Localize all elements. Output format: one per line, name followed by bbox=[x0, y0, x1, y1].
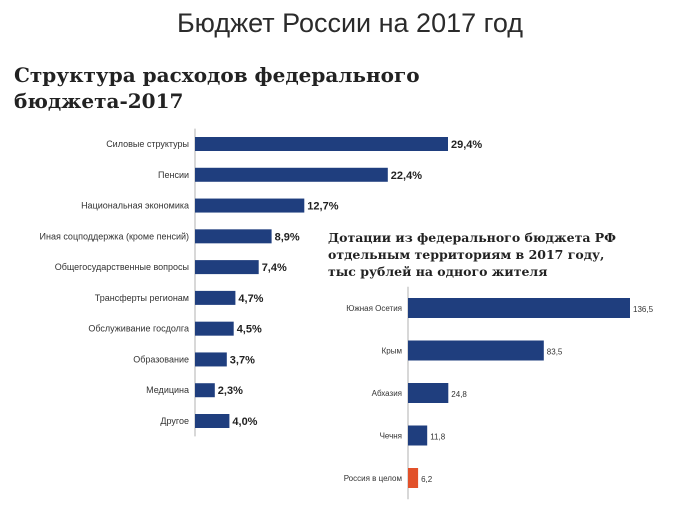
bar bbox=[408, 298, 630, 318]
category-label: Образование bbox=[133, 354, 189, 364]
category-label: Общегосударственные вопросы bbox=[55, 262, 189, 272]
bar bbox=[195, 137, 448, 151]
category-label: Россия в целом bbox=[344, 474, 402, 483]
value-label: 29,4% bbox=[451, 139, 482, 151]
category-label: Иная соцподдержка (кроме пенсий) bbox=[40, 231, 189, 241]
bar bbox=[195, 198, 305, 213]
value-label: 83,5 bbox=[547, 348, 563, 357]
page-title: Бюджет России на 2017 год bbox=[176, 8, 524, 38]
category-label: Чечня bbox=[380, 432, 402, 441]
bar bbox=[195, 383, 215, 398]
chart1-title: Структура расходов федерального бюджета-… bbox=[14, 62, 494, 114]
bar bbox=[195, 229, 272, 244]
value-label: 24,8 bbox=[451, 390, 467, 399]
chart1-title-line: бюджета-2017 bbox=[14, 89, 184, 113]
bar bbox=[195, 321, 234, 336]
value-label: 136,5 bbox=[633, 305, 654, 314]
category-label: Другое bbox=[160, 416, 189, 426]
chart1-title-line: Структура расходов федерального bbox=[14, 63, 420, 87]
value-label: 3,7% bbox=[230, 354, 255, 366]
category-label: Медицина bbox=[146, 385, 189, 395]
category-label: Трансферты регионам bbox=[95, 293, 189, 303]
value-label: 6,2 bbox=[421, 475, 433, 484]
value-label: 8,9% bbox=[275, 231, 300, 243]
value-label: 4,7% bbox=[238, 293, 263, 305]
bar bbox=[195, 167, 388, 182]
bar bbox=[408, 383, 449, 403]
category-label: Пенсии bbox=[158, 170, 189, 180]
value-label: 11,8 bbox=[430, 433, 446, 442]
category-label: Силовые структуры bbox=[106, 139, 189, 149]
value-label: 12,7% bbox=[307, 201, 338, 213]
value-label: 4,0% bbox=[232, 416, 257, 428]
bar bbox=[408, 340, 544, 361]
highlight-bar bbox=[408, 468, 419, 488]
bar bbox=[408, 425, 428, 446]
value-label: 4,5% bbox=[237, 324, 262, 336]
category-label: Обслуживание госдолга bbox=[88, 324, 189, 334]
value-label: 2,3% bbox=[218, 385, 243, 397]
category-label: Абхазия bbox=[372, 389, 402, 398]
chart2-title-line: Дотации из федерального бюджета РФ bbox=[328, 230, 617, 245]
bar bbox=[195, 414, 230, 428]
chart2-title: Дотации из федерального бюджета РФ отдел… bbox=[328, 229, 658, 280]
bar bbox=[195, 352, 227, 367]
bar bbox=[195, 260, 259, 275]
chart2-title-line: тыс рублей на одного жителя bbox=[328, 264, 548, 279]
category-label: Южная Осетия bbox=[346, 304, 402, 313]
value-label: 7,4% bbox=[262, 262, 287, 274]
value-label: 22,4% bbox=[391, 170, 422, 182]
category-label: Крым bbox=[382, 347, 402, 356]
bar bbox=[195, 290, 236, 305]
category-label: Национальная экономика bbox=[81, 201, 189, 211]
chart2-title-line: отдельным территориям в 2017 году, bbox=[328, 247, 605, 262]
